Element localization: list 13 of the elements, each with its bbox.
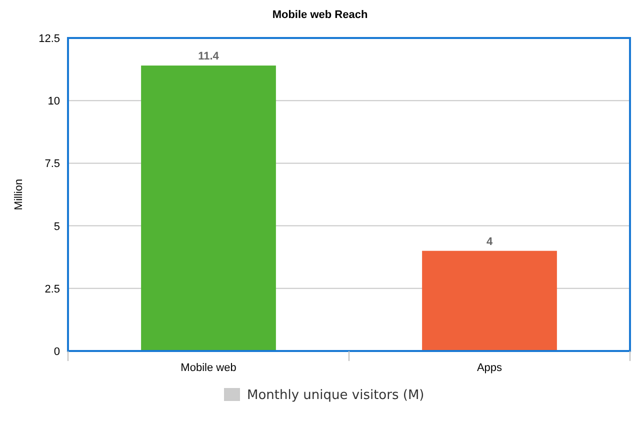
y-axis-title: Million (13, 178, 25, 210)
y-tick-label: 2.5 (44, 283, 60, 296)
y-tick-label: 5 (54, 220, 60, 233)
x-tick-label: Apps (476, 362, 503, 374)
y-tick-label: 7.5 (44, 158, 60, 170)
chart-title: Mobile web Reach (272, 9, 368, 21)
text: Monthly unique visitors (M) (247, 388, 424, 403)
y-tick-label: 10 (48, 96, 60, 108)
y-tick-label: 0 (54, 346, 60, 358)
data-label: 4 (486, 236, 494, 248)
data-label: 11.4 (198, 50, 220, 63)
x-tick-label: Mobile web (180, 362, 236, 374)
y-tick-label: 12.5 (38, 33, 60, 45)
